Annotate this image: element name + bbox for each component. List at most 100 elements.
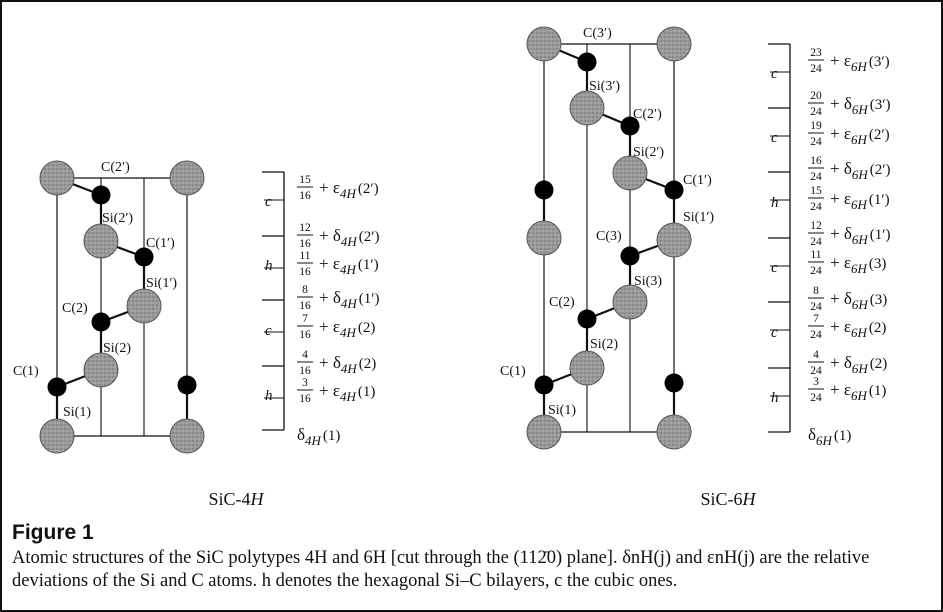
deviation-term: + δ4H (2): [319, 353, 376, 376]
stacking-label-h: h: [265, 388, 273, 404]
stacking-label-c: c: [771, 66, 778, 82]
fraction-denominator: 24: [810, 63, 822, 75]
fraction-numerator: 11: [810, 249, 821, 261]
deviation-term: + ε6H (1′): [830, 189, 890, 212]
atom-label-si2: Si(2): [103, 341, 131, 356]
atom-label-c2: C(2): [62, 301, 88, 316]
panel-4h: C(2′) Si(2′) C(1′) Si(1′) C(2) Si(2) C(1) Si(1)…: [13, 160, 380, 509]
caption-block: Figure 1 Atomic structures of the SiC po…: [12, 521, 932, 593]
si-atom: [526, 414, 562, 450]
atom-label-c1: C(1): [500, 364, 526, 379]
atom-label-si2: Si(2): [590, 337, 618, 352]
si-atom: [612, 284, 648, 320]
fraction-numerator: 20: [810, 90, 822, 102]
deviation-term: + ε6H (3): [830, 253, 886, 276]
fraction-denominator: 24: [810, 301, 822, 313]
c-atom: [620, 116, 640, 136]
c-atom: [91, 185, 111, 205]
fraction-numerator: 3: [302, 377, 308, 389]
si-atom: [656, 222, 692, 258]
si-atom: [526, 26, 562, 62]
c-atom: [534, 180, 554, 200]
fraction-denominator: 24: [810, 236, 822, 248]
deviation-term: + ε6H (2): [830, 317, 886, 340]
fraction-numerator: 15: [810, 185, 822, 197]
c-atom: [620, 246, 640, 266]
atom-label-c1p: C(1′): [683, 173, 712, 188]
fraction-denominator: 24: [810, 171, 822, 183]
c-atom: [91, 312, 111, 332]
fraction-numerator: 3: [813, 376, 819, 388]
fraction-numerator: 4: [302, 349, 308, 361]
fraction-denominator: 24: [810, 329, 822, 341]
deviation-term: + δ6H (2): [830, 353, 887, 376]
si-atom: [39, 418, 75, 454]
panel-6h: C(3′) Si(3′) C(2′) Si(2′) C(1′) Si(1′) C(3) Si(…: [500, 26, 891, 509]
deviation-term: + δ4H (1′): [319, 288, 380, 311]
deviation-term: + ε4H (1′): [319, 254, 379, 277]
atom-label-c1p: C(1′): [146, 236, 175, 251]
deviation-term: + δ6H (3′): [830, 94, 891, 117]
si-atom: [569, 90, 605, 126]
fraction-numerator: 7: [302, 313, 308, 325]
si-atom: [656, 414, 692, 450]
si-atom: [612, 155, 648, 191]
stacking-label-c: c: [265, 194, 272, 210]
fraction-denominator: 24: [810, 392, 822, 404]
si-atom: [656, 26, 692, 62]
deviation-term: + δ6H (3): [830, 289, 887, 312]
c-atom: [47, 377, 67, 397]
figure-diagram: C(2′) Si(2′) C(1′) Si(1′) C(2) Si(2) C(1) Si(1)…: [13, 26, 891, 509]
atom-label-si2p: Si(2′): [102, 211, 133, 226]
stacking-label-c: c: [265, 323, 272, 339]
stacking-label-h: h: [265, 258, 273, 274]
atom-label-si1: Si(1): [63, 405, 91, 420]
fraction-denominator: 16: [299, 300, 311, 312]
atom-label-si3p: Si(3′): [589, 79, 620, 94]
stacking-label-c: c: [771, 325, 778, 341]
fraction-denominator: 16: [299, 190, 311, 202]
stacking-label-c: c: [771, 130, 778, 146]
fraction-numerator: 7: [813, 313, 819, 325]
deviation-term: + ε6H (2′): [830, 124, 890, 147]
base-deviation: δ6H (1): [808, 425, 851, 448]
fraction-numerator: 15: [299, 174, 311, 186]
fraction-denominator: 24: [810, 201, 822, 213]
fraction-denominator: 24: [810, 265, 822, 277]
atom-label-c3p: C(3′): [583, 26, 612, 41]
deviation-term: + δ6H (2′): [830, 159, 891, 182]
atom-label-c1: C(1): [13, 364, 39, 379]
atom-label-si1: Si(1): [548, 403, 576, 418]
atom-label-c3: C(3): [596, 229, 622, 244]
c-atom: [664, 180, 684, 200]
polytype-title: SiC-6H: [700, 489, 756, 509]
si-atom: [169, 418, 205, 454]
figure-caption: Atomic structures of the SiC polytypes 4…: [12, 548, 870, 591]
deviation-term: + δ6H (1′): [830, 224, 891, 247]
c-atom: [577, 309, 597, 329]
fraction-denominator: 24: [810, 106, 822, 118]
atom-label-si3: Si(3): [634, 274, 662, 289]
si-atom: [526, 220, 562, 256]
fraction-numerator: 8: [302, 284, 308, 296]
atom-label-si2p: Si(2′): [633, 145, 664, 160]
stacking-label-h: h: [771, 390, 779, 406]
atom-label-c2p: C(2′): [633, 107, 662, 122]
stacking-label-h: h: [771, 195, 779, 211]
polytype-title: SiC-4H: [208, 489, 264, 509]
fraction-denominator: 24: [810, 136, 822, 148]
deviation-term: + ε6H (3′): [830, 51, 890, 74]
fraction-denominator: 16: [299, 329, 311, 341]
si-atom: [569, 350, 605, 386]
deviation-term: + ε4H (2): [319, 317, 375, 340]
fraction-numerator: 12: [810, 220, 822, 232]
deviation-term: + ε4H (1): [319, 381, 375, 404]
fraction-denominator: 16: [299, 238, 311, 250]
fraction-numerator: 19: [810, 120, 822, 132]
fraction-numerator: 11: [299, 250, 310, 262]
c-atom: [134, 247, 154, 267]
base-deviation: δ4H (1): [297, 425, 340, 448]
fraction-numerator: 8: [813, 285, 819, 297]
c-atom: [177, 375, 197, 395]
deviation-term: + ε6H (1): [830, 380, 886, 403]
